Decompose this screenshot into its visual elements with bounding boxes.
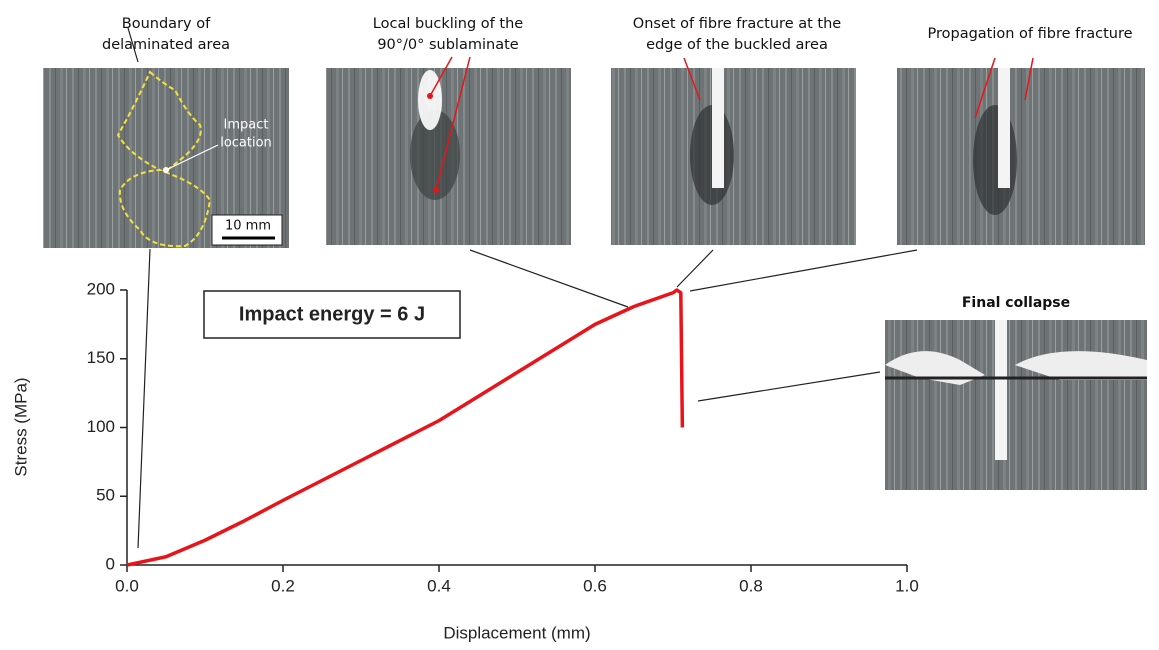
annotation: Final collapse <box>962 295 1070 311</box>
energy-box <box>203 290 461 339</box>
annotation: Impact energy = 6 J <box>239 303 425 325</box>
photo <box>43 27 289 248</box>
y-tick-label: 100 <box>87 417 115 436</box>
annotation: Propagation of fibre fracture <box>927 26 1132 42</box>
annotation: delaminated area <box>102 37 230 53</box>
annotation: location <box>220 136 272 151</box>
annotation: Boundary of <box>122 16 211 32</box>
photo <box>885 320 1147 490</box>
x-tick-label: 0.8 <box>739 576 763 595</box>
photo <box>897 57 1145 245</box>
annotation: Local buckling of the <box>373 16 523 32</box>
x-tick-label: 0.2 <box>271 576 295 595</box>
y-tick-label: 200 <box>87 279 115 298</box>
x-axis-label: Displacement (mm) <box>443 623 590 642</box>
y-tick-label: 150 <box>87 348 115 367</box>
annotation: Onset of fibre fracture at the <box>633 16 841 32</box>
scale-bar-label: 10 mm <box>225 219 271 234</box>
y-axis-label: Stress (MPa) <box>11 377 30 476</box>
photo <box>326 56 571 245</box>
x-tick-label: 0.4 <box>427 576 451 595</box>
annotation: 90°/0° sublaminate <box>377 37 518 53</box>
x-tick-label: 1.0 <box>895 576 919 595</box>
leader-lines <box>137 248 918 549</box>
data-line <box>126 288 685 567</box>
y-tick-label: 50 <box>96 486 115 505</box>
x-tick-label: 0.0 <box>115 576 139 595</box>
annotation: edge of the buckled area <box>646 37 828 53</box>
x-tick-label: 0.6 <box>583 576 607 595</box>
annotation: Impact <box>224 118 269 133</box>
y-tick-label: 0 <box>106 554 115 573</box>
photo <box>611 57 856 245</box>
